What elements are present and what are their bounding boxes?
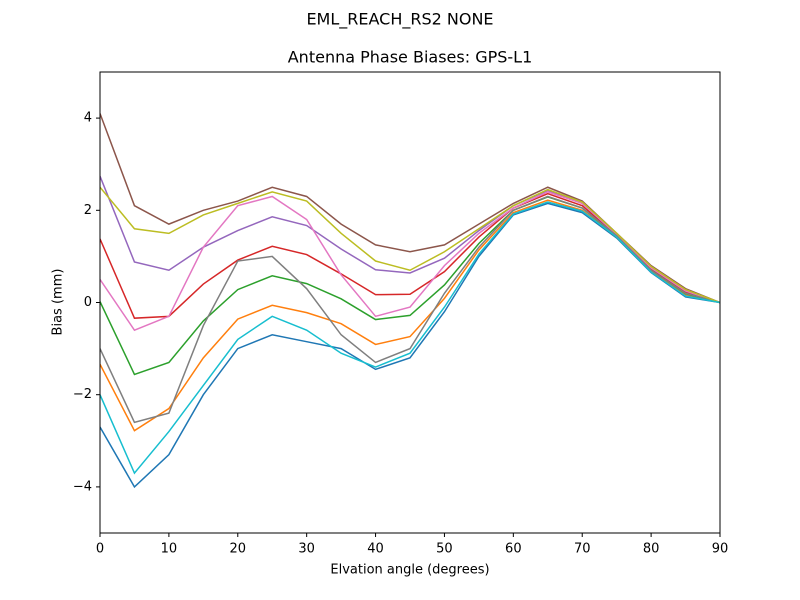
x-tick-label: 70 xyxy=(574,542,591,557)
x-tick-label: 50 xyxy=(436,542,453,557)
axes-frame xyxy=(99,71,721,534)
x-tick-label: 10 xyxy=(161,542,178,557)
y-tick-label: −2 xyxy=(73,387,92,402)
x-tick-label: 20 xyxy=(230,542,247,557)
series-line xyxy=(100,186,720,304)
y-tick-label: 4 xyxy=(84,111,92,126)
x-tick-label: 80 xyxy=(643,542,660,557)
series-line xyxy=(100,175,720,304)
y-tick-label: 0 xyxy=(84,295,92,310)
x-tick-label: 30 xyxy=(298,542,315,557)
chart-title: Antenna Phase Biases: GPS-L1 xyxy=(288,48,533,67)
series-line xyxy=(100,201,720,475)
plot-area xyxy=(100,113,720,489)
y-axis-label: Bias (mm) xyxy=(51,269,66,336)
x-tick-label: 90 xyxy=(712,542,729,557)
series-line xyxy=(100,113,720,304)
x-tick-label: 0 xyxy=(96,542,104,557)
series-line xyxy=(100,191,720,332)
series-line xyxy=(100,192,720,319)
series-line xyxy=(100,195,720,424)
y-tick-label: −4 xyxy=(73,479,92,494)
y-tick-label: 2 xyxy=(84,203,92,218)
x-axis-label: Elvation angle (degrees) xyxy=(330,563,489,578)
x-tick-label: 40 xyxy=(367,542,384,557)
x-tick-label: 60 xyxy=(505,542,522,557)
suptitle: EML_REACH_RS2 NONE xyxy=(306,10,493,30)
